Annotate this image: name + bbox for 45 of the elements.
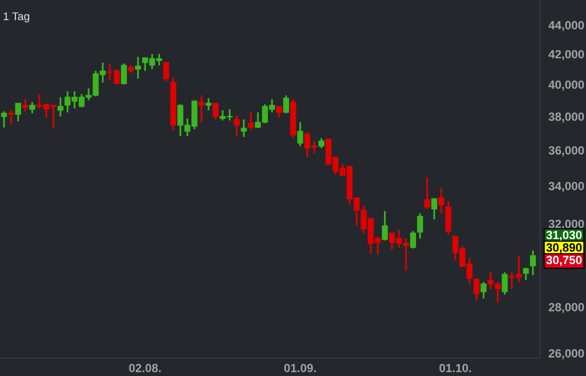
candlestick [135, 56, 141, 80]
candlestick [424, 176, 430, 210]
candlestick [240, 118, 247, 138]
text: 1 Tag [4, 12, 30, 22]
candlestick [318, 137, 324, 149]
candlestick [276, 106, 282, 118]
candlestick [417, 212, 424, 240]
candlestick [283, 94, 290, 114]
candlestick [163, 62, 170, 82]
candlestick [212, 102, 219, 120]
x-tick-label: 01.10. [439, 364, 471, 372]
y-tick-label: 32,000 [548, 220, 584, 230]
y-tick-label: 34,000 [548, 182, 584, 192]
x-tick-label: 01.09. [284, 364, 316, 372]
y-tick-label: 40,000 [548, 80, 584, 91]
candlestick [502, 271, 508, 296]
candlestick [234, 114, 240, 137]
candlestick [248, 110, 254, 130]
text: 30,890 [546, 243, 582, 254]
text: 31,030 [546, 230, 582, 241]
x-tick-label: 02.08. [129, 364, 161, 372]
candlestick [522, 266, 529, 281]
y-tick-label: 26,000 [548, 349, 584, 360]
candlestick [431, 197, 438, 220]
candlestick [15, 102, 22, 122]
candlestick [120, 62, 127, 86]
candlestick [480, 281, 487, 300]
text: 30,750 [546, 256, 582, 266]
candlestick [297, 121, 304, 148]
candlestick [206, 97, 212, 112]
candlestick [438, 187, 444, 214]
candlestick [410, 230, 416, 250]
candlestick [474, 278, 480, 302]
candlestick [382, 210, 388, 242]
candlestick [1, 110, 7, 128]
y-tick-label: 42,000 [548, 50, 584, 60]
y-tick-label: 38,000 [548, 112, 584, 123]
y-tick-label: 36,000 [548, 146, 584, 156]
candlestick [57, 96, 64, 118]
candlestick [22, 98, 28, 112]
y-tick-label: 44,000 [548, 21, 584, 32]
candlestick [198, 94, 204, 124]
candlestick [8, 110, 14, 126]
y-tick-label: 28,000 [548, 302, 584, 314]
candlestick [530, 250, 536, 276]
